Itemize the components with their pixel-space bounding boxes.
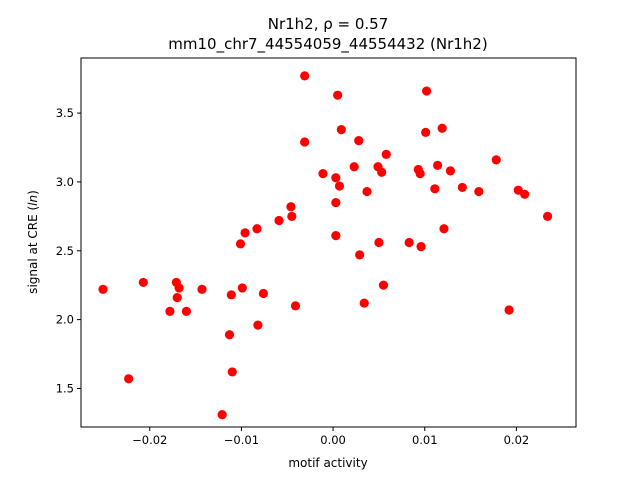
data-point: [197, 284, 207, 294]
data-point: [430, 184, 440, 194]
data-point: [355, 250, 365, 260]
x-tick-label: −0.02: [132, 433, 167, 447]
data-point: [227, 367, 237, 377]
chart-title-line2: mm10_chr7_44554059_44554432 (Nr1h2): [168, 35, 487, 54]
data-point: [333, 90, 343, 100]
data-point: [290, 301, 301, 311]
x-tick-label: 0.00: [320, 433, 346, 447]
data-point: [378, 280, 389, 290]
data-point: [240, 228, 250, 238]
data-point: [336, 124, 346, 135]
data-point: [98, 284, 108, 294]
data-point: [421, 86, 432, 96]
plot-frame: [80, 57, 577, 428]
data-point: [374, 237, 384, 248]
data-points: [98, 71, 553, 420]
data-point: [377, 167, 387, 177]
data-point: [138, 277, 148, 288]
data-point: [349, 162, 359, 172]
data-point: [504, 305, 514, 315]
y-tick-label: 1.5: [56, 381, 74, 395]
data-point: [274, 215, 284, 226]
data-point: [416, 242, 426, 252]
data-point: [381, 149, 391, 159]
y-tick-label: 3.0: [56, 175, 74, 189]
x-tick-label: 0.02: [504, 433, 530, 447]
data-point: [217, 410, 227, 420]
x-ticks: −0.02 −0.01 0.00 0.01 0.02: [132, 427, 529, 447]
data-point: [542, 211, 553, 221]
data-point: [439, 224, 449, 234]
data-point: [253, 320, 263, 330]
data-point: [124, 374, 134, 384]
data-point: [421, 127, 431, 137]
y-axis-label: signal at CRE (ln): [26, 190, 40, 294]
data-point: [235, 239, 246, 249]
x-tick-label: −0.01: [224, 433, 259, 447]
data-point: [354, 136, 364, 146]
data-point: [437, 123, 447, 133]
data-point: [172, 292, 182, 303]
data-point: [334, 181, 345, 191]
data-point: [445, 166, 456, 176]
data-point: [491, 155, 501, 165]
data-point: [287, 211, 297, 221]
data-point: [300, 71, 310, 81]
data-point: [331, 231, 341, 241]
data-point: [252, 224, 262, 234]
data-point: [174, 283, 184, 293]
data-point: [181, 306, 192, 316]
data-point: [224, 330, 235, 340]
data-point: [362, 186, 372, 197]
data-point: [318, 169, 328, 179]
data-point: [474, 186, 484, 197]
data-point: [226, 290, 236, 300]
chart-title-line1: Nr1h2, ρ = 0.57: [268, 15, 389, 33]
data-point: [432, 160, 443, 170]
y-tick-label: 3.5: [56, 106, 74, 120]
data-point: [331, 197, 341, 208]
y-tick-label: 2.5: [56, 244, 74, 258]
data-point: [165, 306, 175, 316]
data-point: [359, 298, 369, 308]
data-point: [457, 182, 467, 193]
data-point: [258, 288, 269, 299]
data-point: [331, 173, 341, 183]
data-point: [286, 202, 296, 212]
y-ticks: 1.5 2.0 2.5 3.0 3.5: [56, 106, 81, 395]
x-axis-label: motif activity: [288, 456, 367, 470]
y-tick-label: 2.0: [56, 313, 74, 327]
data-point: [404, 237, 414, 248]
x-tick-label: 0.01: [412, 433, 438, 447]
data-point: [300, 137, 310, 147]
data-point: [237, 283, 247, 293]
data-point: [520, 189, 530, 199]
data-point: [415, 169, 425, 179]
